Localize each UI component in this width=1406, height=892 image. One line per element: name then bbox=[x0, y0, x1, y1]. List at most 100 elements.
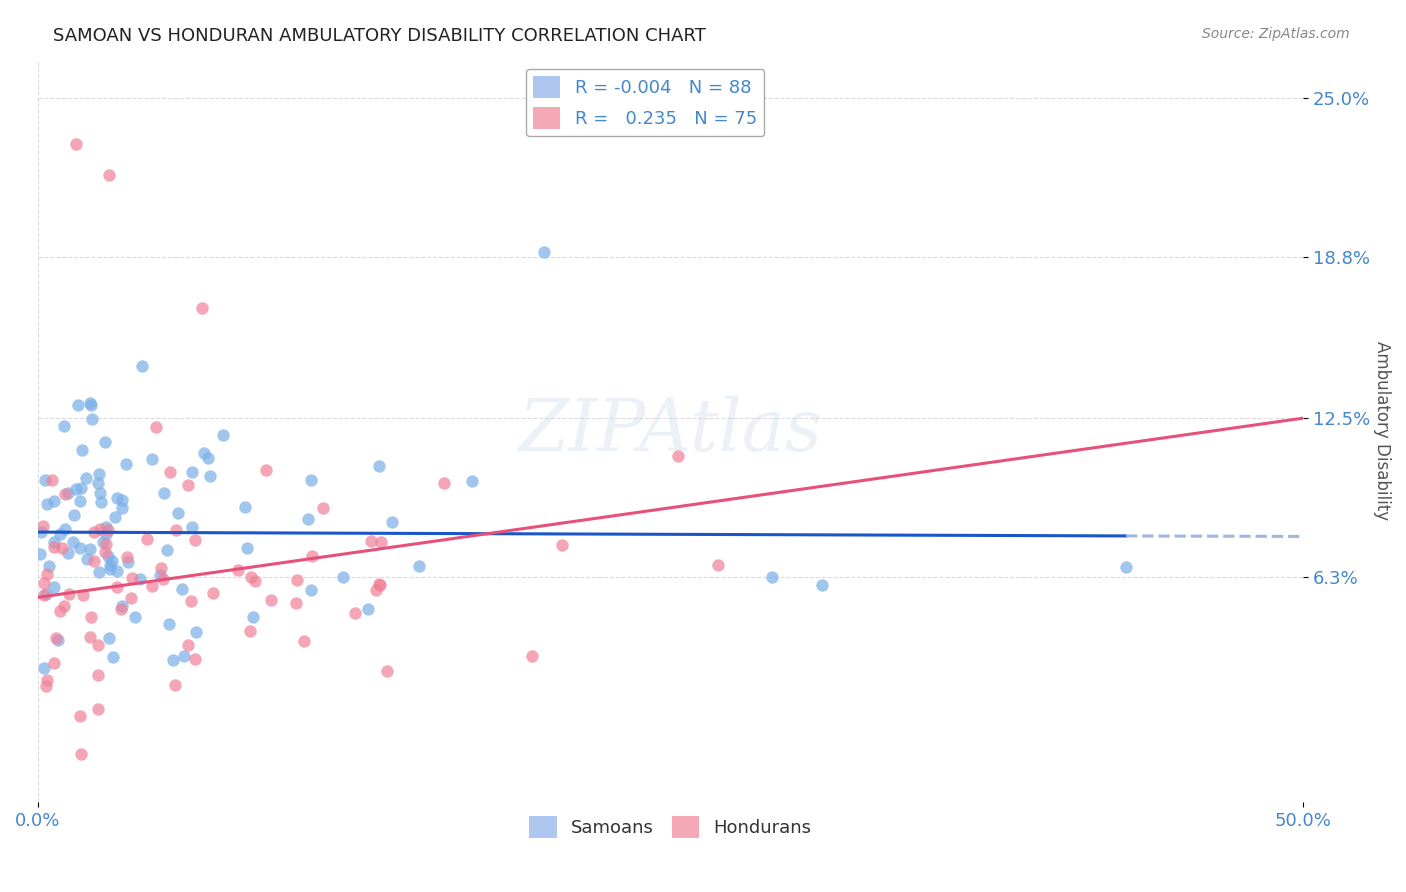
Point bbox=[551, 538, 574, 552]
Point bbox=[32, 661, 55, 675]
Point bbox=[65, 482, 87, 496]
Point bbox=[53, 599, 76, 613]
Point bbox=[38, 558, 60, 573]
Legend: Samoans, Hondurans: Samoans, Hondurans bbox=[522, 809, 818, 846]
Point bbox=[83, 554, 105, 568]
Point bbox=[141, 452, 163, 467]
Point bbox=[69, 747, 91, 761]
Point bbox=[433, 475, 456, 490]
Point bbox=[198, 468, 221, 483]
Point bbox=[666, 450, 689, 464]
Point bbox=[162, 653, 184, 667]
Point bbox=[706, 558, 728, 573]
Point bbox=[111, 599, 134, 613]
Point bbox=[90, 495, 112, 509]
Point bbox=[32, 519, 55, 533]
Point bbox=[131, 359, 153, 374]
Point bbox=[191, 301, 214, 315]
Point bbox=[367, 576, 389, 591]
Point bbox=[165, 523, 187, 537]
Point bbox=[87, 475, 110, 490]
Point bbox=[366, 582, 388, 597]
Point bbox=[42, 580, 65, 594]
Point bbox=[357, 601, 380, 615]
Point bbox=[62, 535, 84, 549]
Point bbox=[520, 648, 543, 663]
Point bbox=[370, 578, 392, 592]
Point bbox=[97, 168, 120, 182]
Point bbox=[184, 533, 207, 547]
Point bbox=[105, 491, 128, 506]
Point bbox=[408, 559, 430, 574]
Point bbox=[301, 549, 323, 564]
Point bbox=[94, 434, 117, 449]
Point bbox=[89, 522, 111, 536]
Point bbox=[811, 577, 834, 591]
Point bbox=[35, 587, 58, 601]
Point bbox=[87, 667, 110, 681]
Point bbox=[35, 498, 58, 512]
Point bbox=[1115, 559, 1137, 574]
Point bbox=[145, 420, 167, 434]
Point bbox=[52, 419, 75, 434]
Point bbox=[165, 678, 187, 692]
Point bbox=[152, 486, 174, 500]
Point bbox=[181, 520, 204, 534]
Point bbox=[260, 593, 283, 607]
Point bbox=[152, 572, 174, 586]
Point bbox=[236, 541, 259, 555]
Point bbox=[35, 566, 58, 581]
Point bbox=[184, 624, 207, 639]
Point bbox=[34, 473, 56, 487]
Point bbox=[149, 567, 172, 582]
Point bbox=[239, 624, 262, 638]
Point bbox=[69, 709, 91, 723]
Point bbox=[233, 500, 256, 514]
Point bbox=[110, 601, 132, 615]
Point bbox=[284, 596, 307, 610]
Point bbox=[156, 542, 179, 557]
Point bbox=[120, 591, 142, 605]
Point bbox=[58, 587, 80, 601]
Point bbox=[63, 508, 86, 523]
Point bbox=[83, 524, 105, 539]
Point bbox=[285, 573, 308, 587]
Point bbox=[67, 398, 90, 412]
Point bbox=[82, 411, 104, 425]
Point bbox=[117, 555, 139, 569]
Point bbox=[172, 582, 194, 596]
Point bbox=[42, 656, 65, 670]
Point bbox=[53, 487, 76, 501]
Point bbox=[96, 519, 118, 533]
Point bbox=[368, 458, 391, 473]
Point bbox=[69, 541, 91, 556]
Point bbox=[35, 679, 58, 693]
Point bbox=[124, 609, 146, 624]
Point bbox=[42, 494, 65, 508]
Point bbox=[173, 648, 195, 663]
Point bbox=[360, 533, 382, 548]
Point bbox=[97, 549, 120, 564]
Point bbox=[177, 478, 200, 492]
Text: Source: ZipAtlas.com: Source: ZipAtlas.com bbox=[1202, 27, 1350, 41]
Point bbox=[114, 457, 136, 471]
Point bbox=[87, 467, 110, 481]
Point bbox=[242, 610, 264, 624]
Y-axis label: Ambulatory Disability: Ambulatory Disability bbox=[1374, 342, 1391, 521]
Point bbox=[96, 526, 118, 541]
Point bbox=[32, 588, 55, 602]
Point bbox=[53, 522, 76, 536]
Point bbox=[167, 506, 190, 520]
Point bbox=[180, 594, 202, 608]
Point bbox=[243, 574, 266, 588]
Point bbox=[312, 501, 335, 516]
Point bbox=[226, 563, 249, 577]
Point bbox=[197, 450, 219, 465]
Point bbox=[111, 493, 134, 508]
Point bbox=[30, 525, 52, 540]
Point bbox=[76, 552, 98, 566]
Point bbox=[761, 570, 783, 584]
Point bbox=[35, 673, 58, 688]
Point bbox=[98, 562, 121, 576]
Point bbox=[111, 500, 134, 515]
